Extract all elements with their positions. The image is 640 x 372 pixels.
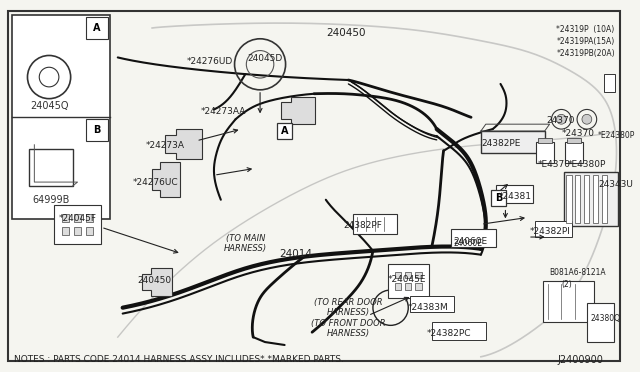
- Bar: [54, 205, 101, 244]
- Polygon shape: [165, 129, 202, 158]
- Bar: [575, 175, 580, 223]
- Text: 24014: 24014: [280, 249, 313, 259]
- Text: *24045E: *24045E: [388, 275, 426, 284]
- Bar: [535, 221, 572, 237]
- Text: *24382PI: *24382PI: [530, 227, 571, 236]
- Circle shape: [582, 114, 592, 124]
- Text: 24045D: 24045D: [247, 54, 283, 64]
- Bar: [86, 214, 93, 222]
- Text: 240450: 240450: [138, 276, 172, 285]
- Bar: [12, 15, 110, 219]
- Bar: [604, 74, 615, 92]
- Bar: [432, 323, 486, 340]
- Text: (2): (2): [561, 280, 572, 289]
- Bar: [415, 283, 422, 290]
- Bar: [86, 17, 108, 39]
- Bar: [276, 123, 292, 139]
- Text: *24276UC: *24276UC: [132, 178, 178, 187]
- Bar: [584, 175, 589, 223]
- Bar: [566, 175, 572, 223]
- Text: *24382PC: *24382PC: [427, 329, 472, 338]
- Text: 24045Q: 24045Q: [30, 100, 68, 110]
- Bar: [74, 214, 81, 222]
- Bar: [543, 281, 594, 323]
- Text: *E4380P: *E4380P: [567, 160, 605, 170]
- Polygon shape: [281, 97, 315, 124]
- Bar: [405, 283, 412, 290]
- Bar: [415, 272, 422, 278]
- Text: A: A: [281, 126, 289, 136]
- Bar: [395, 272, 401, 278]
- Text: *24273AA: *24273AA: [201, 106, 246, 116]
- Text: *E4370: *E4370: [538, 160, 571, 170]
- Bar: [395, 283, 401, 290]
- Text: *24319PA(15A): *24319PA(15A): [556, 37, 614, 46]
- Text: 24382PF: 24382PF: [344, 221, 382, 230]
- Bar: [62, 227, 69, 235]
- Text: B: B: [93, 125, 101, 135]
- Text: B081A6-8121A: B081A6-8121A: [550, 269, 606, 278]
- Text: 24343U: 24343U: [598, 180, 634, 189]
- Bar: [536, 142, 554, 163]
- Bar: [564, 172, 618, 226]
- Text: (TO MAIN
HARNESS): (TO MAIN HARNESS): [224, 234, 267, 253]
- Text: 24382PE: 24382PE: [481, 139, 520, 148]
- Bar: [86, 227, 93, 235]
- Text: 24060E: 24060E: [453, 237, 488, 246]
- Bar: [593, 175, 598, 223]
- Text: *24381: *24381: [499, 192, 532, 201]
- Bar: [567, 138, 581, 143]
- Circle shape: [556, 114, 566, 124]
- Text: J2400900: J2400900: [557, 355, 604, 365]
- Bar: [602, 175, 607, 223]
- Text: 240450: 240450: [326, 28, 365, 38]
- Polygon shape: [152, 163, 180, 197]
- Bar: [491, 190, 506, 206]
- Bar: [587, 303, 614, 342]
- Text: *24273A: *24273A: [145, 141, 184, 150]
- Bar: [538, 138, 552, 143]
- Bar: [495, 185, 533, 203]
- Text: 64999B: 64999B: [33, 195, 70, 205]
- Bar: [353, 215, 397, 234]
- Polygon shape: [142, 269, 172, 296]
- Text: *24045F: *24045F: [59, 215, 97, 224]
- Bar: [410, 296, 454, 312]
- Text: *24383M: *24383M: [407, 303, 448, 312]
- Bar: [388, 263, 429, 298]
- Text: NOTES : PARTS CODE 24014 HARNESS ASSY INCLUDES* *MARKED PARTS.: NOTES : PARTS CODE 24014 HARNESS ASSY IN…: [13, 355, 344, 364]
- Text: B: B: [495, 193, 502, 203]
- Text: *24319PB(20A): *24319PB(20A): [556, 49, 615, 58]
- Bar: [74, 227, 81, 235]
- Text: 24060E: 24060E: [453, 239, 483, 248]
- Bar: [62, 214, 69, 222]
- Text: *24370: *24370: [561, 129, 595, 138]
- Text: (TO REAR DOOR
HARNESS)
(TO FRONT DOOR
HARNESS): (TO REAR DOOR HARNESS) (TO FRONT DOOR HA…: [311, 298, 386, 338]
- Bar: [565, 142, 583, 163]
- Text: A: A: [93, 23, 101, 33]
- Bar: [481, 131, 545, 153]
- Bar: [405, 272, 412, 278]
- Text: 24380Q: 24380Q: [591, 314, 621, 323]
- Bar: [451, 229, 495, 247]
- Bar: [29, 149, 72, 186]
- Text: *E24380P: *E24380P: [598, 131, 635, 140]
- Text: 24370: 24370: [547, 116, 575, 125]
- Text: *24276UD: *24276UD: [186, 57, 233, 67]
- Text: *24319P  (10A): *24319P (10A): [556, 25, 614, 34]
- Bar: [86, 119, 108, 141]
